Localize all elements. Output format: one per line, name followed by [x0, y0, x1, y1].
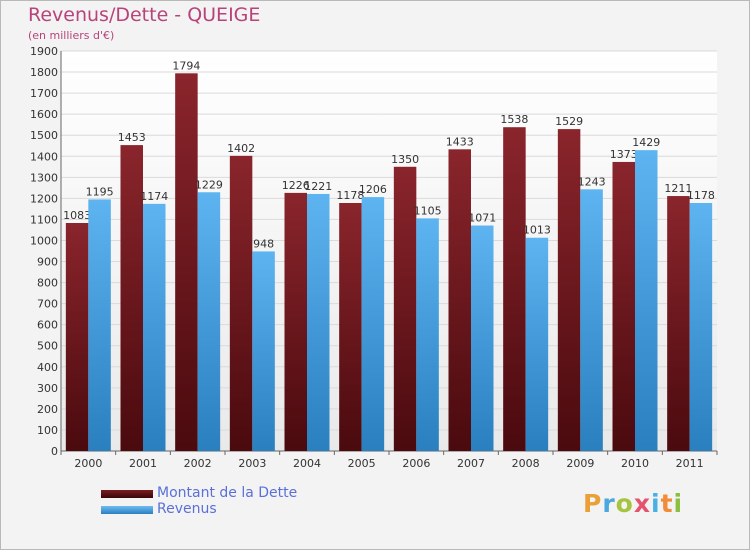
legend-label-revenus: Revenus	[157, 501, 217, 517]
bar-dette	[65, 223, 89, 451]
data-label-revenus: 1229	[195, 178, 223, 191]
y-tick-label: 100	[37, 424, 58, 437]
y-tick-label: 1600	[30, 108, 58, 121]
data-label-revenus: 1221	[304, 180, 332, 193]
bar-dette	[557, 129, 581, 451]
x-tick-label: 2006	[402, 457, 430, 470]
data-label-dette: 1433	[446, 135, 474, 148]
legend-swatch-dette	[101, 490, 153, 498]
data-label-dette: 1211	[664, 182, 692, 195]
y-tick-label: 500	[37, 340, 58, 353]
legend-label-dette: Montant de la Dette	[157, 485, 298, 501]
data-label-revenus: 948	[253, 237, 274, 250]
data-label-dette: 1794	[172, 59, 200, 72]
bar-dette	[667, 196, 690, 451]
bar-revenus	[471, 225, 494, 451]
x-tick-label: 2000	[74, 457, 102, 470]
data-label-dette: 1373	[610, 148, 638, 161]
y-tick-label: 1200	[30, 192, 58, 205]
data-label-dette: 1538	[500, 113, 528, 126]
bar-dette	[284, 192, 307, 452]
bar-dette	[448, 149, 471, 451]
data-label-dette: 1178	[336, 189, 364, 202]
bar-revenus	[416, 218, 439, 451]
y-tick-label: 700	[37, 298, 58, 311]
y-tick-label: 300	[37, 382, 58, 395]
x-tick-label: 2004	[293, 457, 321, 470]
legend-swatch-revenus	[101, 506, 153, 514]
x-tick-label: 2007	[457, 457, 485, 470]
data-label-dette: 1226	[282, 179, 310, 192]
y-tick-label: 1700	[30, 87, 58, 100]
x-tick-label: 2011	[676, 457, 704, 470]
data-label-dette: 1402	[227, 142, 255, 155]
data-label-dette: 1529	[555, 115, 583, 128]
data-label-dette: 1453	[118, 131, 146, 144]
y-tick-label: 400	[37, 361, 58, 374]
data-label-revenus: 1105	[414, 204, 442, 217]
data-label-revenus: 1178	[687, 189, 715, 202]
data-label-revenus: 1429	[632, 136, 660, 149]
bar-revenus	[361, 197, 385, 451]
data-label-revenus: 1195	[86, 185, 114, 198]
y-tick-label: 1300	[30, 171, 58, 184]
bar-dette	[339, 203, 362, 451]
data-label-revenus: 1013	[523, 224, 551, 237]
y-tick-label: 1100	[30, 213, 58, 226]
y-tick-label: 600	[37, 319, 58, 332]
bar-dette	[503, 127, 526, 452]
bar-revenus	[252, 251, 275, 451]
bar-dette	[612, 161, 635, 451]
x-tick-label: 2001	[129, 457, 157, 470]
bar-dette	[229, 155, 253, 451]
data-label-revenus: 1071	[468, 212, 496, 225]
y-tick-label: 1400	[30, 150, 58, 163]
bar-revenus	[88, 199, 111, 451]
proxiti-logo: Proxiti	[583, 489, 684, 518]
chart-subtitle: (en milliers d'€)	[28, 29, 115, 42]
y-tick-label: 1900	[30, 45, 58, 58]
y-tick-label: 0	[51, 445, 58, 458]
chart-title: Revenus/Dette - QUEIGE	[28, 4, 261, 26]
y-tick-label: 800	[37, 277, 58, 290]
bar-dette	[393, 166, 417, 451]
y-tick-label: 200	[37, 403, 58, 416]
x-tick-label: 2008	[512, 457, 540, 470]
data-label-dette: 1350	[391, 153, 419, 166]
x-tick-label: 2010	[621, 457, 649, 470]
bar-revenus	[689, 203, 713, 451]
y-tick-label: 1500	[30, 129, 58, 142]
x-tick-label: 2009	[566, 457, 594, 470]
bar-revenus	[580, 189, 603, 451]
bar-revenus	[307, 193, 330, 451]
bar-revenus	[197, 192, 221, 451]
data-label-revenus: 1206	[359, 183, 387, 196]
data-label-revenus: 1174	[140, 190, 168, 203]
bar-revenus	[143, 203, 166, 451]
data-label-revenus: 1243	[578, 175, 606, 188]
plot-area	[61, 51, 717, 451]
y-tick-label: 1800	[30, 66, 58, 79]
x-tick-label: 2003	[238, 457, 266, 470]
bar-revenus	[525, 237, 549, 451]
bar-dette	[175, 73, 198, 451]
x-tick-label: 2005	[348, 457, 376, 470]
x-tick-label: 2002	[184, 457, 212, 470]
y-tick-label: 900	[37, 256, 58, 269]
data-label-dette: 1083	[63, 209, 91, 222]
bar-revenus	[635, 150, 658, 451]
bar-dette	[120, 145, 143, 451]
y-tick-label: 1000	[30, 234, 58, 247]
